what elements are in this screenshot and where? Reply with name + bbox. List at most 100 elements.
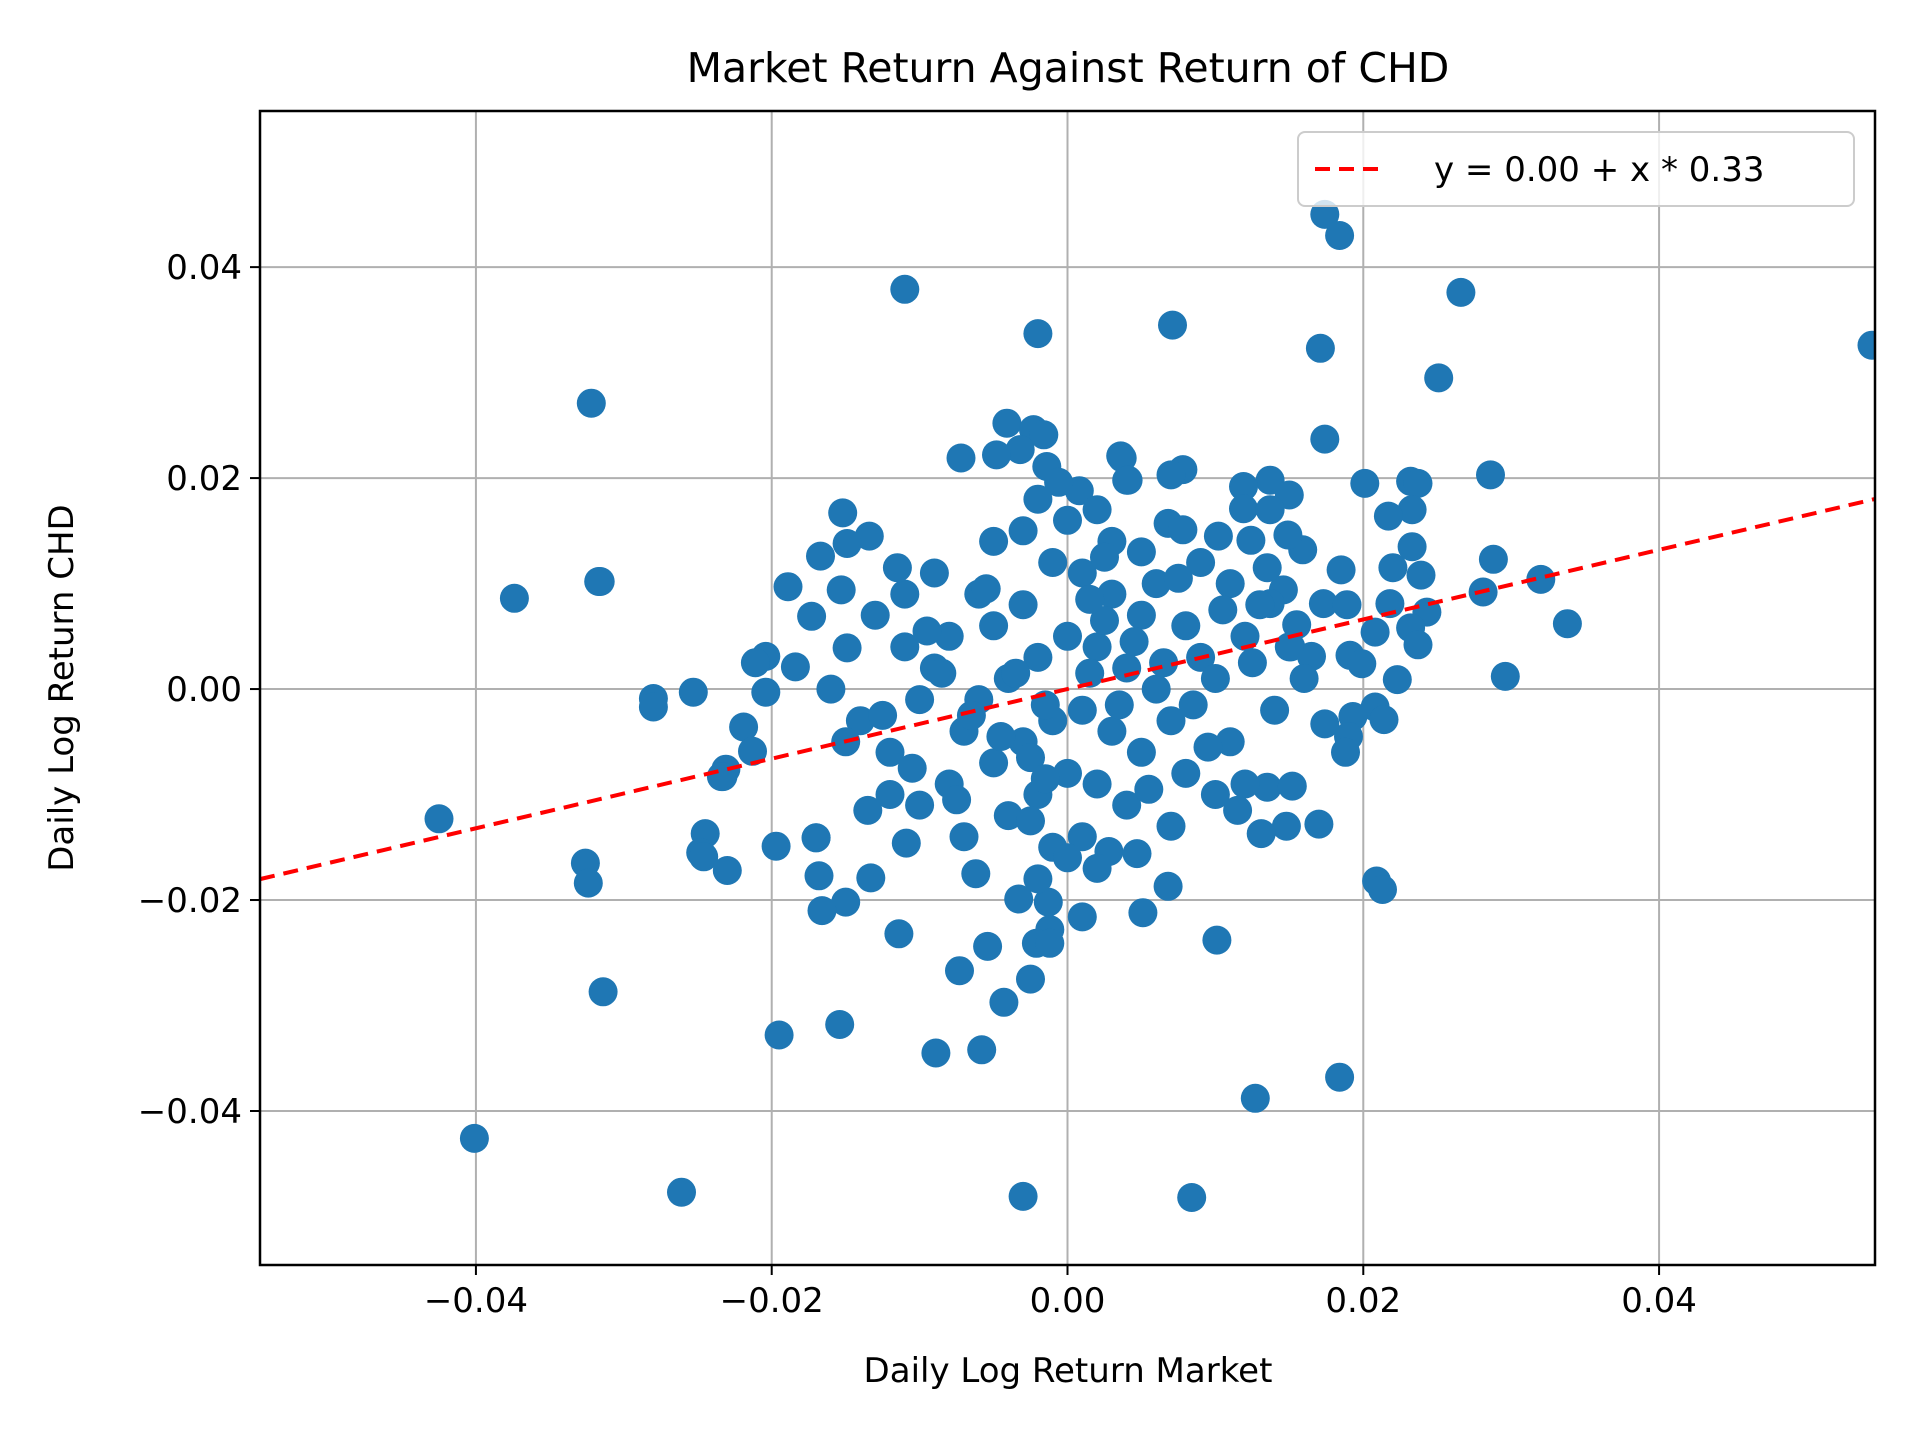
data-point	[1271, 811, 1301, 841]
data-point	[1119, 627, 1149, 657]
data-point	[1090, 542, 1119, 572]
data-point	[1023, 319, 1053, 349]
regression-line	[260, 497, 1875, 882]
y-tick-label: −0.04	[138, 1092, 242, 1132]
data-point	[1297, 641, 1326, 671]
data-point	[897, 753, 927, 783]
data-point	[1163, 563, 1193, 593]
data-point	[1369, 705, 1399, 735]
data-point	[1237, 648, 1267, 678]
data-point	[1236, 525, 1266, 555]
data-point	[882, 553, 912, 583]
data-point	[801, 823, 831, 853]
data-point	[1406, 560, 1436, 590]
data-point	[1128, 898, 1158, 928]
x-axis-label: Daily Log Return Market	[864, 1351, 1273, 1391]
y-axis-label: Daily Log Return CHD	[42, 504, 82, 872]
data-point	[973, 931, 1003, 961]
data-point	[989, 987, 1019, 1017]
data-point	[1375, 589, 1405, 619]
data-point	[1156, 460, 1186, 490]
data-point	[738, 736, 767, 766]
data-point	[1446, 277, 1476, 307]
data-point	[1526, 564, 1556, 594]
data-point	[826, 575, 856, 605]
data-point	[1082, 495, 1112, 525]
data-point	[1203, 521, 1233, 551]
data-point	[780, 652, 810, 682]
data-point	[804, 861, 834, 891]
data-point	[982, 440, 1011, 470]
data-point	[1168, 515, 1198, 545]
x-axis-ticks: −0.04 −0.02 0.00 0.02 0.04	[424, 1265, 1697, 1321]
data-point	[992, 408, 1022, 438]
data-point	[1186, 548, 1216, 577]
x-tick-label: −0.04	[424, 1281, 528, 1321]
data-point	[1067, 695, 1097, 725]
data-point	[1044, 467, 1074, 497]
data-point	[1067, 902, 1097, 932]
data-point	[971, 574, 1001, 604]
data-point	[1193, 732, 1223, 762]
data-point	[979, 526, 1009, 556]
data-point	[667, 1177, 696, 1207]
data-point	[740, 648, 770, 678]
data-point	[875, 737, 905, 767]
plot-area: −0.04 −0.02 0.00 0.02 0.04 −0.04 −0.02 0.00 0.0…	[138, 109, 1877, 1321]
data-point	[1082, 853, 1112, 883]
data-point	[1424, 363, 1454, 393]
data-point	[1156, 706, 1186, 736]
chart-title: Market Return Against Return of CHD	[687, 44, 1450, 92]
data-point	[1229, 472, 1258, 501]
data-point	[1240, 1083, 1270, 1113]
y-tick-label: 0.02	[166, 459, 242, 499]
x-tick-label: 0.00	[1030, 1281, 1106, 1321]
data-point	[1200, 780, 1230, 809]
data-point	[1350, 468, 1380, 498]
data-point	[1325, 221, 1355, 250]
data-point	[807, 896, 837, 926]
data-point	[1008, 1181, 1038, 1211]
data-point	[1308, 589, 1338, 619]
data-point	[946, 443, 976, 473]
data-point	[1255, 495, 1285, 525]
data-point	[1552, 609, 1582, 639]
data-point	[853, 795, 883, 825]
data-point	[1273, 520, 1303, 550]
data-point	[828, 498, 858, 528]
data-point	[1016, 743, 1045, 773]
data-point	[1141, 674, 1171, 704]
data-point	[868, 700, 898, 730]
data-point	[576, 388, 606, 418]
data-point	[945, 956, 974, 986]
data-point	[1347, 649, 1377, 679]
data-point	[1171, 611, 1201, 641]
data-point	[1053, 505, 1082, 535]
data-point	[729, 712, 759, 742]
data-point	[831, 887, 861, 917]
data-point	[1360, 617, 1390, 647]
data-point	[1097, 716, 1127, 746]
data-point	[1001, 658, 1031, 688]
data-point	[689, 842, 719, 872]
data-point	[993, 801, 1023, 831]
data-point	[1016, 806, 1045, 836]
data-point	[1245, 590, 1275, 620]
data-point	[1126, 737, 1156, 767]
data-point	[845, 706, 875, 736]
legend-box	[1297, 131, 1855, 207]
data-point	[1490, 661, 1520, 691]
data-point	[1368, 875, 1397, 904]
data-point	[919, 558, 949, 588]
data-point	[1476, 460, 1505, 490]
data-point	[1252, 553, 1282, 583]
y-tick-label: −0.02	[138, 881, 242, 921]
data-point	[1067, 558, 1097, 588]
data-point	[890, 632, 920, 662]
data-point	[1053, 758, 1082, 788]
y-tick-label: 0.04	[166, 248, 242, 288]
data-point	[1310, 424, 1340, 454]
data-point	[884, 919, 914, 949]
data-point	[678, 677, 708, 707]
